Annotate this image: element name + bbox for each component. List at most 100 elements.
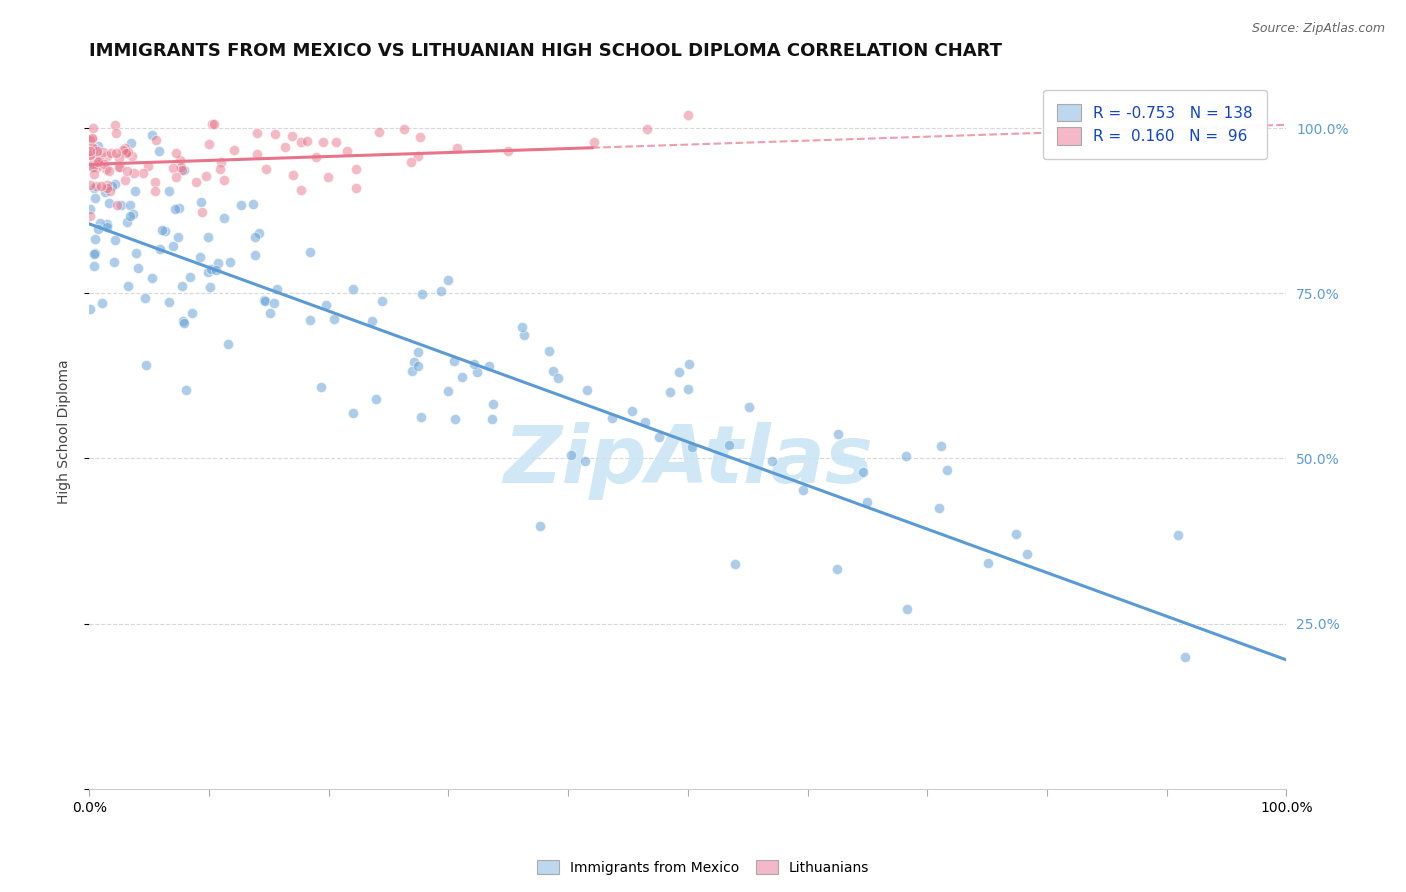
Point [145, 133, 167, 147]
Point [84, 147, 107, 161]
Point [336, 145, 359, 159]
Point [290, 183, 312, 197]
Point [245, 248, 267, 262]
Point [82, 157, 104, 171]
Point [115, 146, 138, 161]
Point [107, 151, 129, 165]
Point [80, 160, 103, 174]
Point [82, 160, 104, 174]
Point [242, 197, 264, 211]
Point [86, 160, 108, 174]
Point [80, 131, 103, 145]
Point [212, 173, 235, 187]
Point [465, 365, 488, 379]
Point [676, 108, 699, 122]
Point [83, 181, 105, 195]
Legend: R = -0.753   N = 138, R =  0.160   N =  96: R = -0.753 N = 138, R = 0.160 N = 96 [1043, 90, 1267, 159]
Point [247, 226, 270, 240]
Point [678, 357, 700, 371]
Point [167, 230, 190, 244]
Point [856, 495, 879, 509]
Point [93, 157, 115, 171]
Point [263, 296, 285, 310]
Point [1167, 528, 1189, 542]
Point [209, 155, 232, 169]
Point [1005, 527, 1028, 541]
Point [124, 184, 146, 198]
Point [283, 168, 305, 182]
Point [104, 126, 127, 140]
Point [79, 209, 101, 223]
Point [98, 184, 121, 198]
Point [229, 198, 252, 212]
Point [96, 217, 118, 231]
Point [409, 409, 432, 424]
Point [827, 427, 849, 442]
Point [125, 245, 148, 260]
Point [481, 412, 503, 426]
Point [600, 410, 623, 425]
Point [104, 233, 127, 247]
Point [122, 166, 145, 180]
Point [443, 354, 465, 368]
Point [195, 169, 218, 183]
Point [83, 246, 105, 260]
Point [100, 178, 122, 193]
Point [79, 144, 101, 158]
Point [87, 150, 110, 164]
Point [83, 167, 105, 181]
Point [83, 191, 105, 205]
Point [309, 380, 332, 394]
Point [852, 465, 875, 479]
Point [316, 170, 339, 185]
Point [281, 129, 304, 144]
Point [87, 155, 110, 169]
Point [94, 186, 117, 200]
Point [648, 430, 671, 444]
Point [83, 246, 105, 260]
Point [576, 383, 599, 397]
Point [401, 363, 423, 377]
Point [299, 244, 322, 259]
Point [718, 438, 741, 452]
Point [80, 132, 103, 146]
Point [87, 139, 110, 153]
Point [254, 293, 277, 308]
Point [120, 209, 142, 223]
Point [406, 149, 429, 163]
Point [157, 184, 180, 198]
Point [83, 232, 105, 246]
Point [444, 412, 467, 426]
Point [103, 118, 125, 132]
Point [583, 135, 606, 149]
Point [290, 135, 312, 149]
Point [451, 370, 474, 384]
Point [437, 384, 460, 398]
Point [79, 202, 101, 216]
Point [197, 265, 219, 279]
Point [162, 161, 184, 176]
Point [342, 282, 364, 296]
Point [253, 293, 276, 307]
Point [181, 306, 204, 320]
Point [315, 297, 337, 311]
Point [538, 343, 561, 358]
Point [243, 230, 266, 244]
Text: IMMIGRANTS FROM MEXICO VS LITHUANIAN HIGH SCHOOL DIPLOMA CORRELATION CHART: IMMIGRANTS FROM MEXICO VS LITHUANIAN HIG… [89, 42, 1002, 60]
Point [574, 453, 596, 467]
Point [89, 216, 111, 230]
Y-axis label: High School Diploma: High School Diploma [58, 359, 72, 504]
Point [1174, 649, 1197, 664]
Point [738, 400, 761, 414]
Point [263, 127, 285, 141]
Point [463, 357, 485, 371]
Point [108, 160, 131, 174]
Point [176, 383, 198, 397]
Point [190, 250, 212, 264]
Point [218, 255, 240, 269]
Point [409, 130, 432, 145]
Point [190, 194, 212, 209]
Point [143, 184, 166, 198]
Point [191, 204, 214, 219]
Point [79, 133, 101, 147]
